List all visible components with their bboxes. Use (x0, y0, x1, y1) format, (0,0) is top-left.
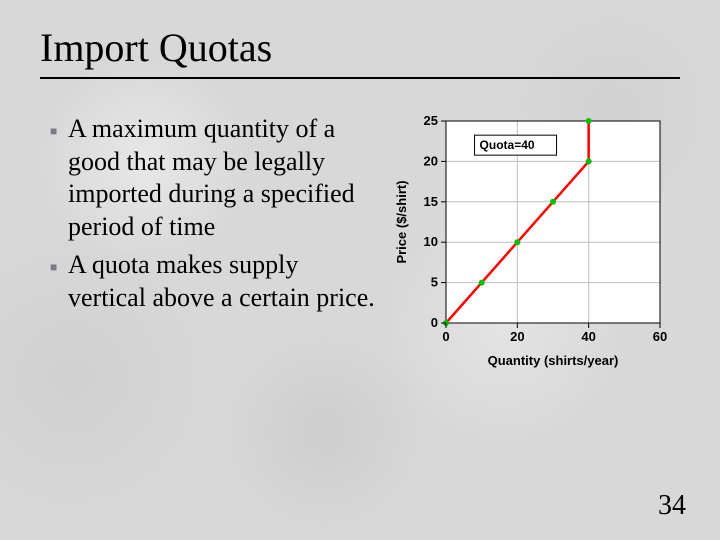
content-row: ■ A maximum quantity of a good that may … (0, 83, 720, 363)
title-area: Import Quotas (0, 0, 720, 83)
svg-text:20: 20 (510, 329, 524, 344)
svg-text:60: 60 (653, 329, 667, 344)
svg-text:0: 0 (431, 315, 438, 330)
svg-text:0: 0 (442, 329, 449, 344)
svg-text:40: 40 (581, 329, 595, 344)
svg-text:Quota=40: Quota=40 (480, 138, 535, 152)
supply-chart: 0 20 40 60 0 5 10 15 20 25 Quantity (shirts/year) P… (390, 113, 670, 373)
svg-text:Price ($/shirt): Price ($/shirt) (394, 180, 409, 263)
bullet-text: A maximum quantity of a good that may be… (68, 113, 380, 243)
list-item: ■ A maximum quantity of a good that may … (50, 113, 380, 243)
title-underline (40, 77, 680, 79)
page-title: Import Quotas (40, 24, 680, 71)
bullet-marker-icon: ■ (50, 249, 68, 314)
svg-text:Quantity (shirts/year): Quantity (shirts/year) (488, 353, 619, 368)
svg-text:10: 10 (424, 234, 438, 249)
svg-text:25: 25 (424, 113, 438, 128)
svg-text:20: 20 (424, 153, 438, 168)
page-number: 34 (658, 490, 686, 522)
bullet-text: A quota makes supply vertical above a ce… (68, 249, 380, 314)
svg-text:5: 5 (431, 275, 438, 290)
svg-text:15: 15 (424, 194, 438, 209)
bullet-marker-icon: ■ (50, 113, 68, 243)
chart-container: 02040600510152025Quantity (shirts/year)P… (390, 113, 670, 363)
list-item: ■ A quota makes supply vertical above a … (50, 249, 380, 314)
bullet-list: ■ A maximum quantity of a good that may … (50, 113, 390, 363)
